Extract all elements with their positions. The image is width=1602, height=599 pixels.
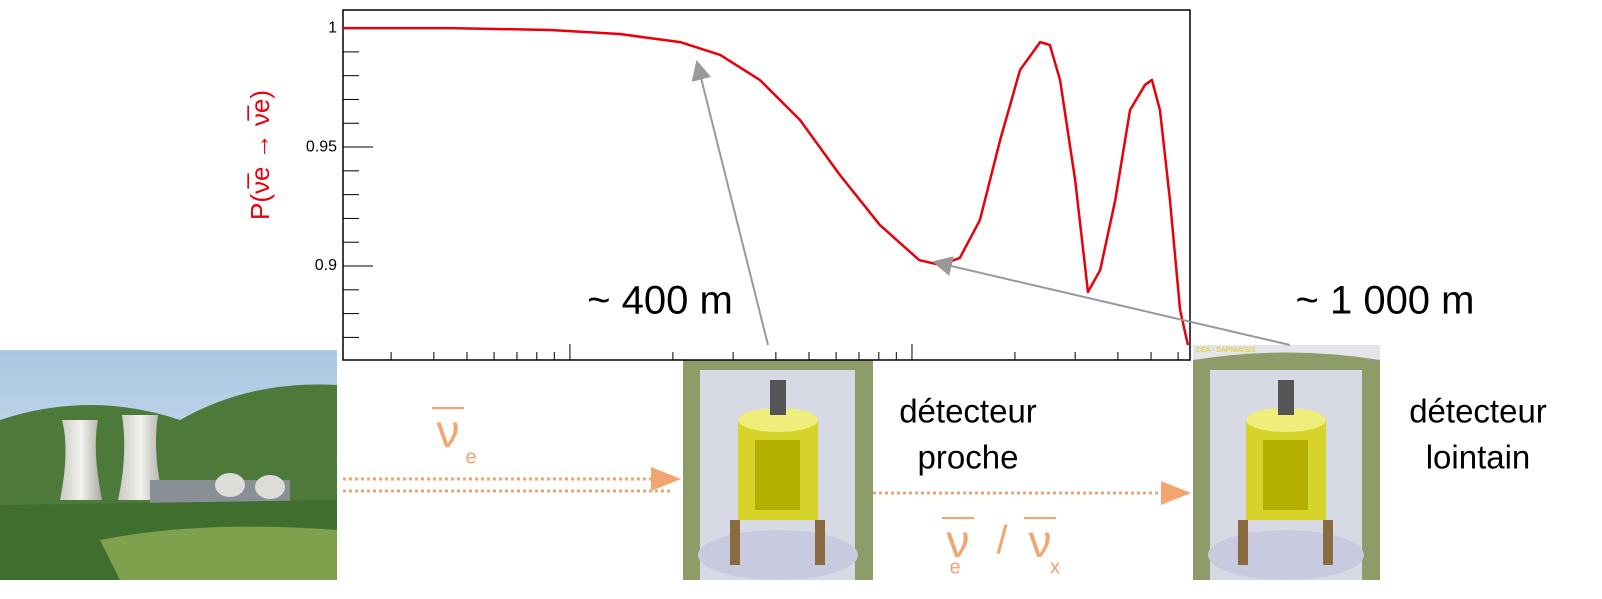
far-detector-image: CEA - DAPNIA/SIS bbox=[1193, 345, 1380, 580]
flux-subscript: x bbox=[1050, 556, 1060, 578]
y-axis-label: P(ν̅e → ν̅e) bbox=[245, 90, 275, 220]
near-detector-image: CEA - DAPNIA/SIS bbox=[683, 345, 873, 580]
detector-label: proche bbox=[918, 439, 1019, 476]
detector-label: détecteur bbox=[899, 393, 1037, 430]
image-credit: CEA - DAPNIA/SIS bbox=[1196, 347, 1256, 354]
flux-separator: / bbox=[996, 519, 1008, 563]
distance-label: ~ 1 000 m bbox=[1295, 279, 1474, 323]
power-plant-photo bbox=[0, 350, 337, 580]
distance-label: ~ 400 m bbox=[587, 279, 733, 323]
flux-symbol: ν bbox=[437, 405, 460, 457]
slide: CEA - DAPNIA/SIS CEA - DAPNIA/SIS P(ν̅e … bbox=[0, 0, 1602, 594]
detector-label: lointain bbox=[1426, 439, 1531, 476]
detector-label: détecteur bbox=[1409, 393, 1547, 430]
y-tick-label: 0.9 bbox=[315, 257, 337, 274]
page: CEA - DAPNIA/SIS CEA - DAPNIA/SIS P(ν̅e … bbox=[0, 0, 1602, 594]
plot-frame bbox=[343, 10, 1190, 360]
y-tick-label: 0.95 bbox=[306, 138, 337, 155]
y-tick-label: 1 bbox=[328, 19, 337, 36]
flux-symbol: ν bbox=[1029, 515, 1052, 567]
flux-subscript: e bbox=[949, 556, 960, 578]
flux-subscript: e bbox=[465, 446, 476, 468]
